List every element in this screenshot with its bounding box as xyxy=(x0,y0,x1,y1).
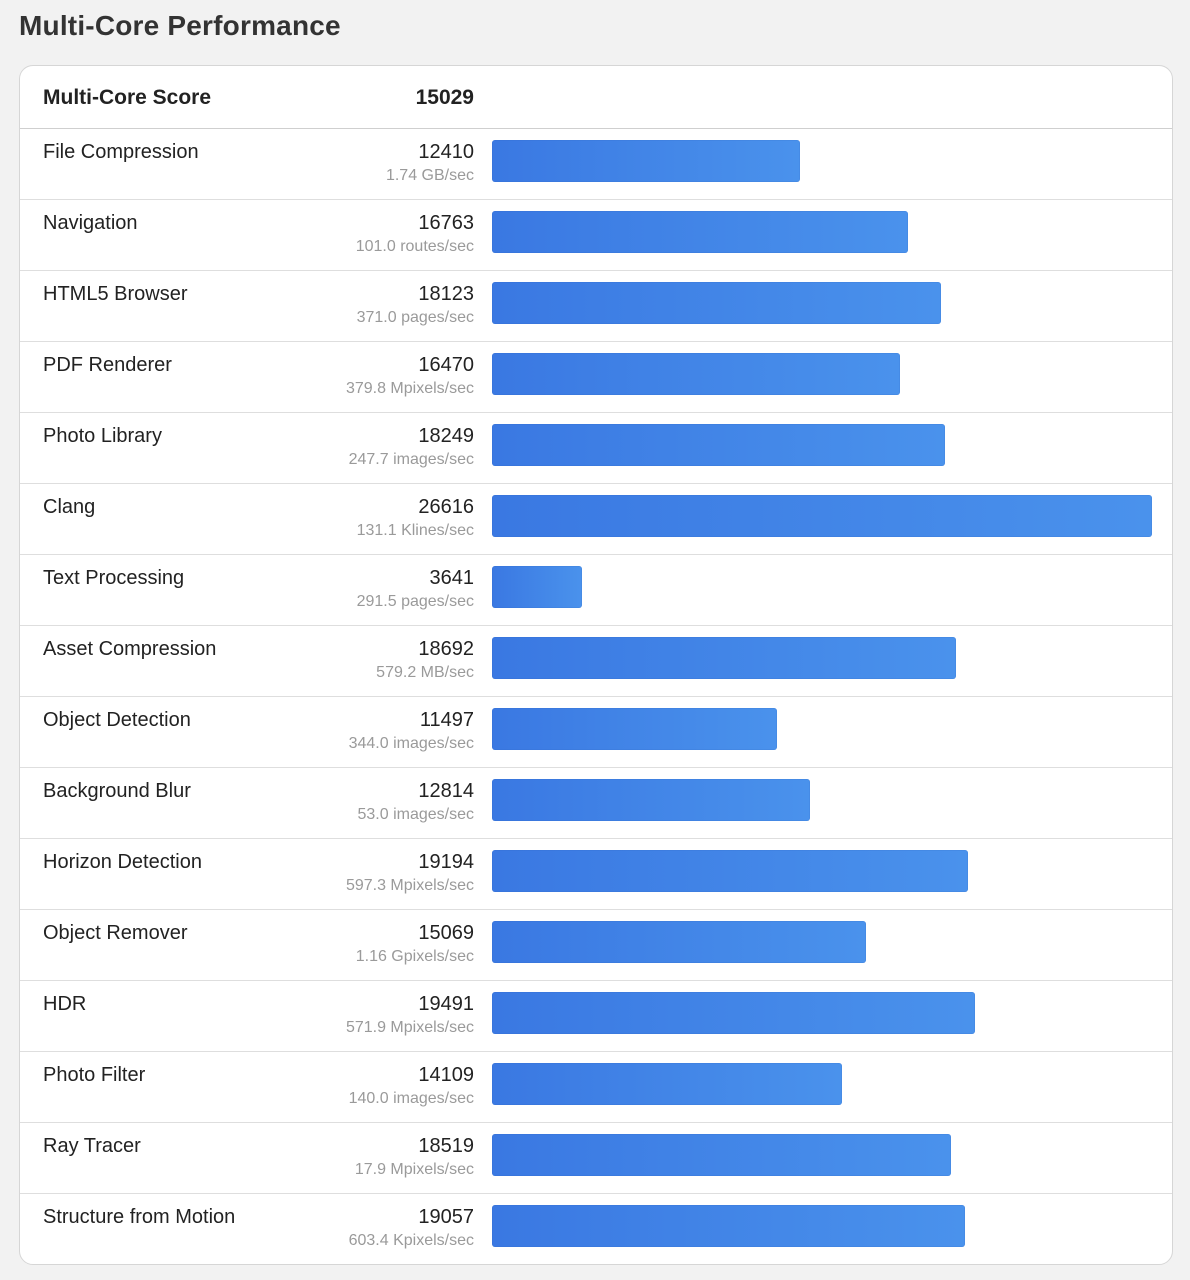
benchmark-name: File Compression xyxy=(43,141,199,163)
benchmark-bar xyxy=(492,779,810,821)
benchmark-row: HTML5 Browser 18123 371.0 pages/sec xyxy=(20,271,1172,342)
benchmark-name: Structure from Motion xyxy=(43,1206,236,1228)
benchmark-bar xyxy=(492,566,582,608)
benchmark-name: Ray Tracer xyxy=(43,1135,141,1157)
benchmark-bar xyxy=(492,424,945,466)
benchmark-row: Background Blur 12814 53.0 images/sec xyxy=(20,768,1172,839)
benchmark-bar xyxy=(492,282,941,324)
benchmark-score: 19057 xyxy=(418,1206,474,1228)
benchmark-bar xyxy=(492,353,900,395)
benchmark-name: Text Processing xyxy=(43,567,185,589)
benchmark-row: Object Remover 15069 1.16 Gpixels/sec xyxy=(20,910,1172,981)
benchmark-name: HDR xyxy=(43,993,87,1015)
benchmark-row: Ray Tracer 18519 17.9 Mpixels/sec xyxy=(20,1123,1172,1194)
benchmark-row: Text Processing 3641 291.5 pages/sec xyxy=(20,555,1172,626)
benchmark-row: HDR 19491 571.9 Mpixels/sec xyxy=(20,981,1172,1052)
benchmark-row: Horizon Detection 19194 597.3 Mpixels/sec xyxy=(20,839,1172,910)
benchmark-rate: 379.8 Mpixels/sec xyxy=(345,380,474,397)
benchmark-score: 18519 xyxy=(418,1135,474,1157)
multi-core-score-row: Multi-Core Score 15029 xyxy=(20,66,1172,129)
benchmark-score: 19194 xyxy=(418,851,474,873)
benchmark-rate: 344.0 images/sec xyxy=(348,735,474,752)
benchmark-name: Object Remover xyxy=(43,922,188,944)
benchmark-rate: 597.3 Mpixels/sec xyxy=(345,877,474,894)
benchmark-rate: 101.0 routes/sec xyxy=(355,238,474,255)
benchmark-bar xyxy=(492,637,956,679)
benchmark-rate: 17.9 Mpixels/sec xyxy=(354,1161,474,1178)
benchmark-bar xyxy=(492,1063,842,1105)
benchmark-name: Background Blur xyxy=(43,780,191,802)
benchmark-bar xyxy=(492,850,968,892)
benchmark-rate: 1.16 Gpixels/sec xyxy=(355,948,474,965)
benchmark-score: 26616 xyxy=(418,496,474,518)
benchmark-row: Navigation 16763 101.0 routes/sec xyxy=(20,200,1172,271)
benchmark-name: Navigation xyxy=(43,212,138,234)
benchmark-row: Structure from Motion 19057 603.4 Kpixels/… xyxy=(20,1194,1172,1264)
benchmark-score: 19491 xyxy=(418,993,474,1015)
benchmark-score: 12410 xyxy=(418,141,474,163)
benchmark-row: Photo Filter 14109 140.0 images/sec xyxy=(20,1052,1172,1123)
benchmark-rate: 579.2 MB/sec xyxy=(376,664,474,681)
benchmark-name: Photo Filter xyxy=(43,1064,146,1086)
benchmark-rate: 571.9 Mpixels/sec xyxy=(345,1019,474,1036)
benchmark-bar xyxy=(492,495,1152,537)
benchmark-rate: 603.4 Kpixels/sec xyxy=(348,1232,474,1249)
benchmark-score: 15069 xyxy=(418,922,474,944)
benchmark-bar xyxy=(492,1205,965,1247)
benchmark-score: 16470 xyxy=(418,354,474,376)
benchmark-score: 18249 xyxy=(418,425,474,447)
benchmark-name: Asset Compression xyxy=(43,638,217,660)
benchmark-bar xyxy=(492,992,975,1034)
benchmark-score: 11497 xyxy=(419,709,474,731)
benchmark-row: Photo Library 18249 247.7 images/sec xyxy=(20,413,1172,484)
benchmark-row: Asset Compression 18692 579.2 MB/sec xyxy=(20,626,1172,697)
benchmark-name: Object Detection xyxy=(43,709,191,731)
benchmark-bar xyxy=(492,1134,951,1176)
multi-core-score-label: Multi-Core Score xyxy=(43,86,212,109)
benchmark-score: 12814 xyxy=(418,780,474,802)
benchmark-name: Photo Library xyxy=(43,425,162,447)
benchmark-row: Clang 26616 131.1 Klines/sec xyxy=(20,484,1172,555)
benchmark-rate: 140.0 images/sec xyxy=(348,1090,474,1107)
benchmark-score: 3641 xyxy=(429,567,475,589)
benchmark-score: 18123 xyxy=(418,283,474,305)
benchmark-name: HTML5 Browser xyxy=(43,283,188,305)
benchmark-rate: 53.0 images/sec xyxy=(357,806,474,823)
benchmark-bar xyxy=(492,211,908,253)
benchmark-score: 14109 xyxy=(418,1064,474,1086)
results-card: Multi-Core Score 15029 File Compression 1… xyxy=(19,65,1173,1265)
benchmark-bar xyxy=(492,708,777,750)
benchmark-name: Clang xyxy=(43,496,96,518)
benchmark-score: 18692 xyxy=(418,638,474,660)
benchmark-name: Horizon Detection xyxy=(43,851,202,873)
benchmark-row: Object Detection 11497 344.0 images/sec xyxy=(20,697,1172,768)
benchmark-bar xyxy=(492,140,800,182)
multi-core-score-value: 15029 xyxy=(415,86,474,109)
benchmark-score: 16763 xyxy=(418,212,474,234)
benchmark-row: PDF Renderer 16470 379.8 Mpixels/sec xyxy=(20,342,1172,413)
benchmark-rate: 371.0 pages/sec xyxy=(356,309,474,326)
benchmark-list: File Compression 12410 1.74 GB/sec Navigati… xyxy=(20,129,1172,1264)
benchmark-rate: 291.5 pages/sec xyxy=(356,593,474,610)
page-title: Multi-Core Performance xyxy=(19,10,341,41)
benchmark-rate: 247.7 images/sec xyxy=(348,451,474,468)
benchmark-rate: 1.74 GB/sec xyxy=(385,167,474,184)
benchmark-name: PDF Renderer xyxy=(43,354,172,376)
benchmark-rate: 131.1 Klines/sec xyxy=(356,522,474,539)
benchmark-row: File Compression 12410 1.74 GB/sec xyxy=(20,129,1172,200)
benchmark-bar xyxy=(492,921,866,963)
